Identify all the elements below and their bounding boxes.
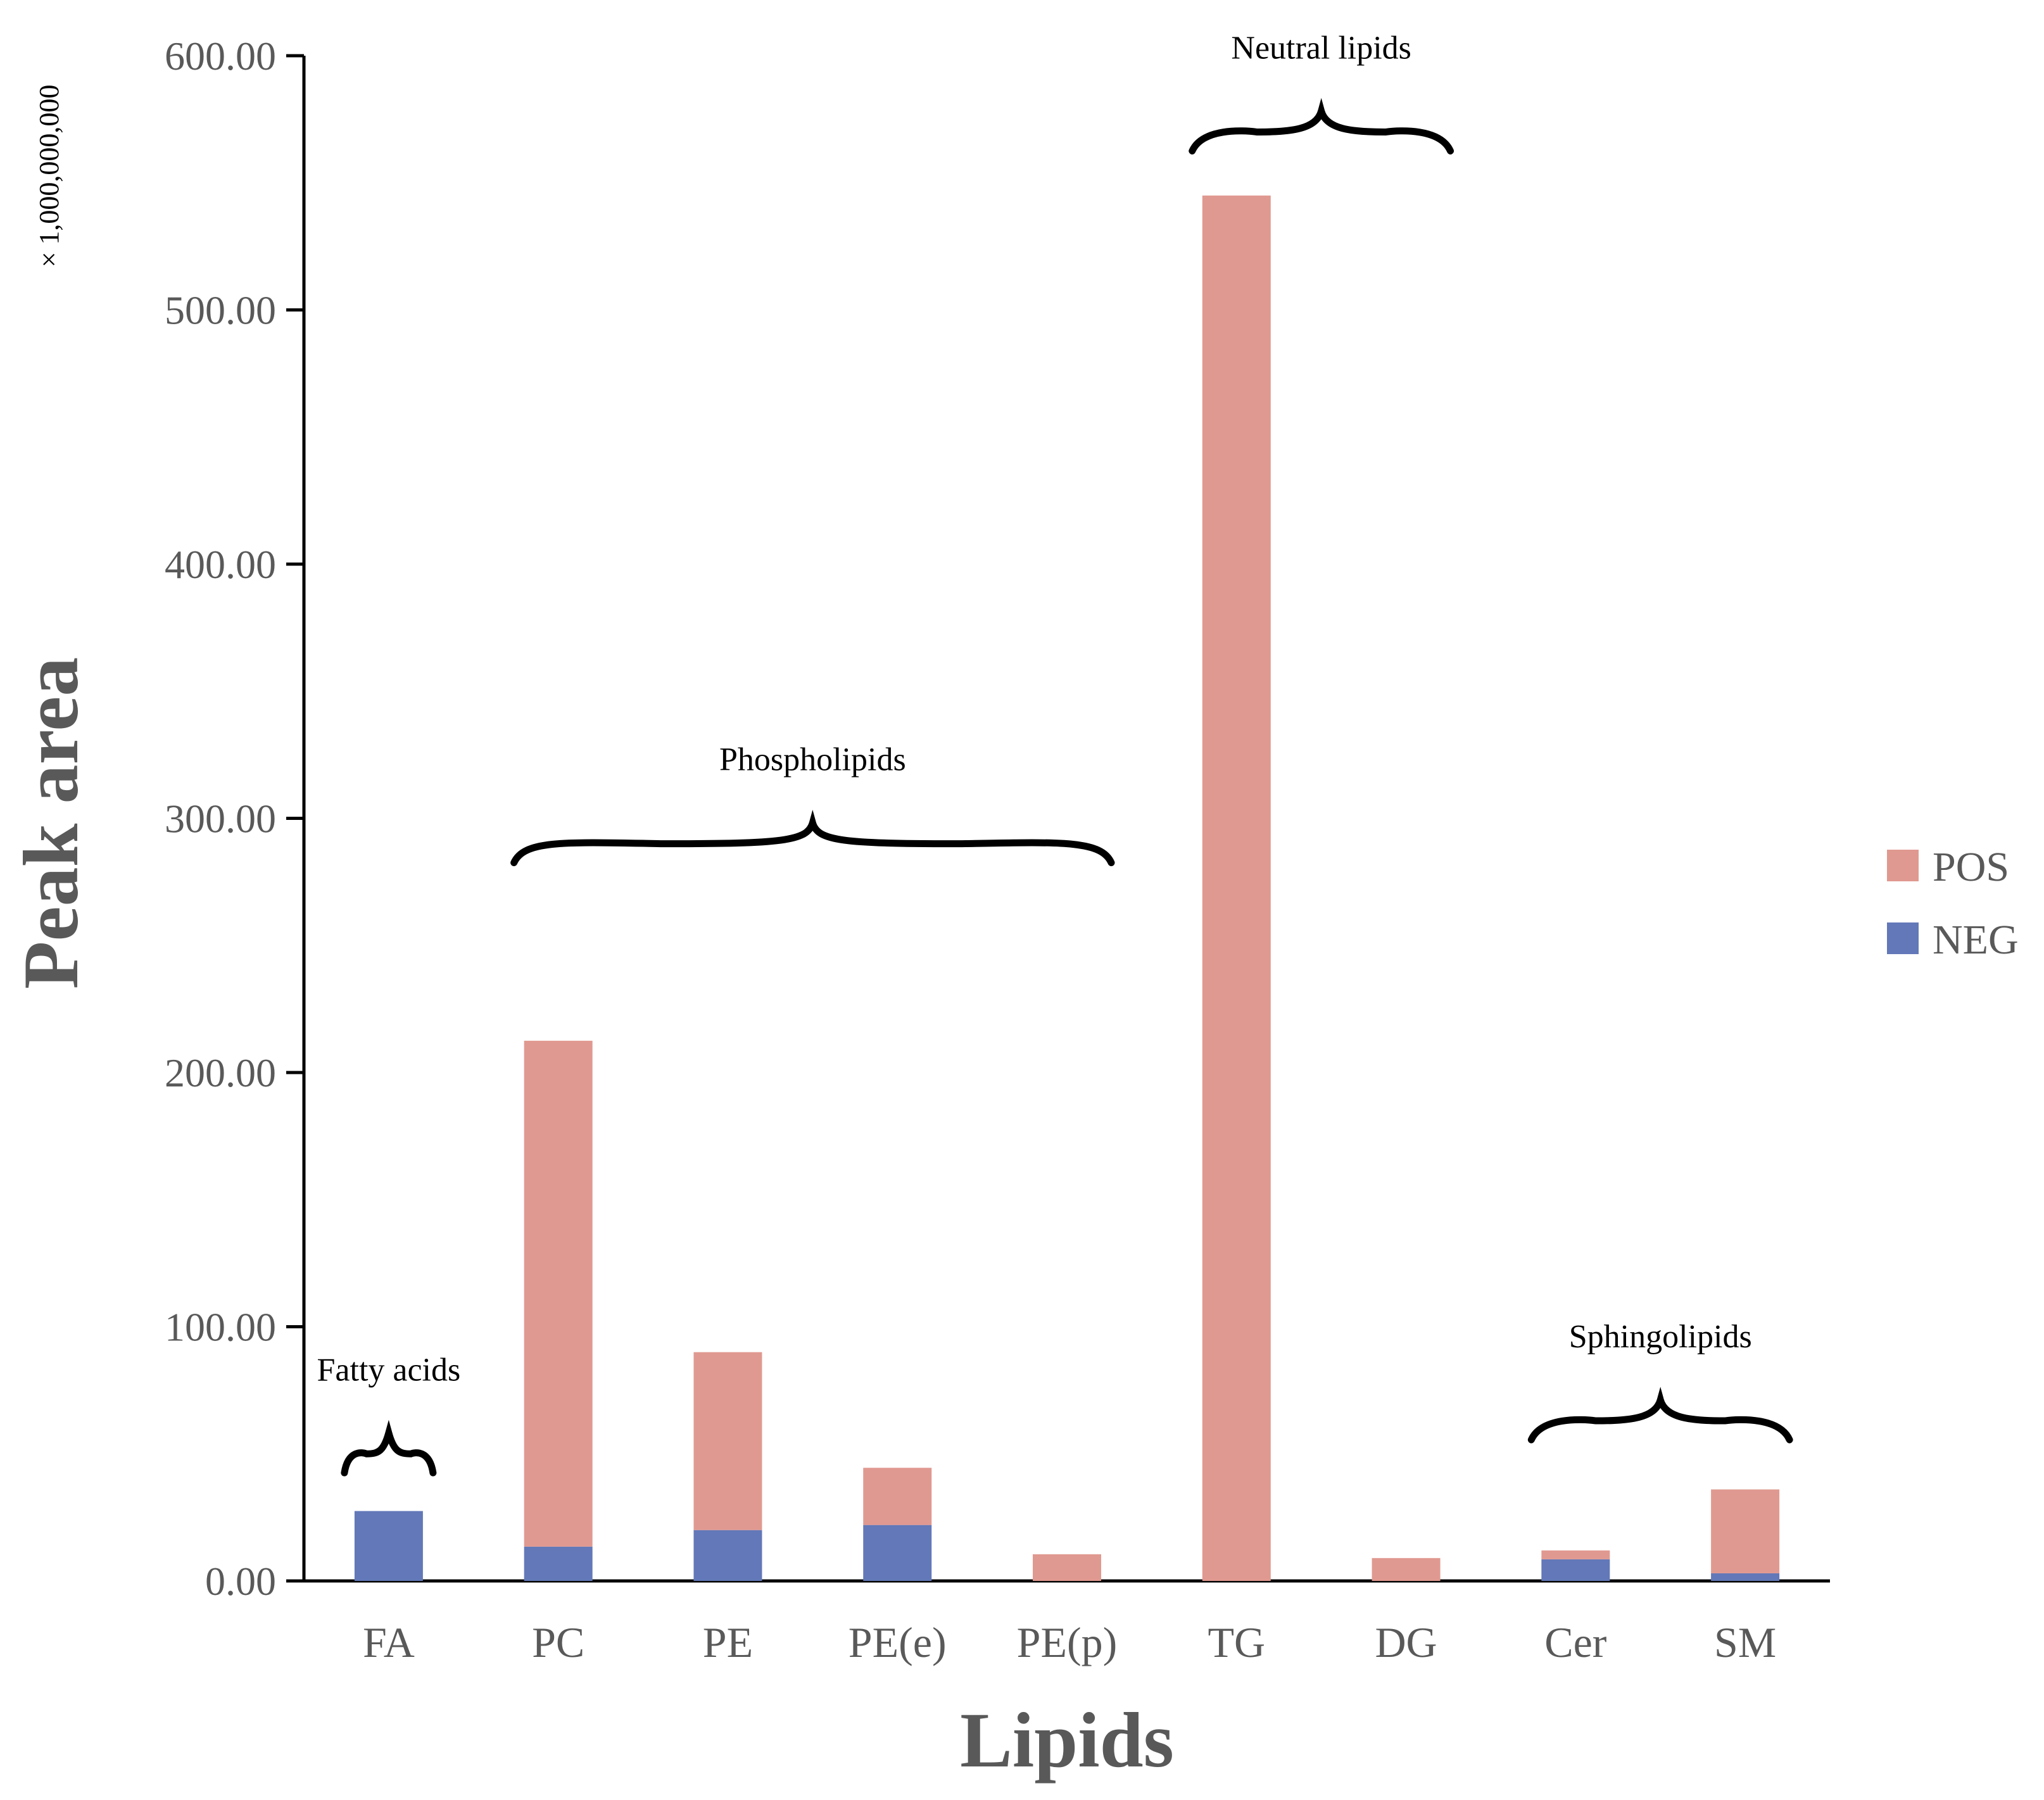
- x-tick-label: PE(e): [849, 1618, 947, 1666]
- curly-brace: [341, 1419, 437, 1476]
- bar-pos: [1033, 1554, 1101, 1581]
- x-tick-label: PC: [532, 1618, 584, 1666]
- x-tick-label: DG: [1375, 1618, 1437, 1666]
- y-tick-label: 300.00: [165, 796, 276, 841]
- bar-pos: [1541, 1550, 1610, 1559]
- y-axis-title: Peak area: [8, 657, 94, 990]
- legend-label-pos: POS: [1933, 844, 2009, 890]
- x-axis-title: Lipids: [960, 1697, 1174, 1784]
- y-tick-label: 600.00: [165, 34, 276, 79]
- x-tick-label: TG: [1208, 1618, 1265, 1666]
- group-label: Neutral lipids: [1231, 30, 1411, 66]
- group-label: Sphingolipids: [1569, 1319, 1752, 1355]
- bar-pos: [524, 1040, 593, 1547]
- bar-neg: [1711, 1573, 1780, 1581]
- legend-swatch-pos: [1887, 850, 1919, 881]
- x-tick-label: SM: [1714, 1618, 1776, 1666]
- curly-brace: [1527, 1387, 1793, 1444]
- bar-neg: [693, 1530, 762, 1581]
- legend-swatch-neg: [1887, 922, 1919, 954]
- y-tick-label: 400.00: [165, 542, 276, 587]
- bar-pos: [693, 1352, 762, 1530]
- labels-group: FA PC PE PE(e) PE(p) TG DG Cer SM Lipids Peak area…: [8, 85, 1776, 1784]
- bar-neg: [1541, 1559, 1610, 1581]
- bar-neg: [863, 1525, 932, 1581]
- bars-group: [354, 195, 1780, 1582]
- y-tick-label: 500.00: [165, 288, 276, 333]
- bar-neg: [354, 1511, 423, 1581]
- bar-pos: [1202, 195, 1271, 1582]
- x-tick-label: PE(p): [1017, 1618, 1118, 1666]
- curly-brace: [1189, 98, 1454, 154]
- bar-pos: [863, 1468, 932, 1525]
- x-tick-label: Cer: [1544, 1618, 1607, 1666]
- legend: POS NEG: [1887, 844, 2019, 963]
- x-tick-label: FA: [363, 1618, 415, 1666]
- y-scale-note: × 1,000,000,000: [34, 85, 65, 268]
- axes-group: 0.00 100.00 200.00 300.00 400.00 500.00 600.00: [165, 34, 1830, 1604]
- annotation-braces-group: Fatty acids Phospholipids Neutral lipids Sp…: [317, 30, 1793, 1476]
- curly-brace: [510, 810, 1115, 867]
- group-label: Fatty acids: [317, 1352, 461, 1388]
- y-tick-label: 0.00: [205, 1559, 276, 1604]
- bar-neg: [524, 1546, 593, 1581]
- bar-pos: [1372, 1558, 1441, 1581]
- y-tick-label: 200.00: [165, 1050, 276, 1095]
- group-label: Phospholipids: [719, 742, 906, 778]
- legend-label-neg: NEG: [1933, 917, 2019, 963]
- bar-pos: [1711, 1489, 1780, 1573]
- y-tick-label: 100.00: [165, 1305, 276, 1350]
- x-tick-label: PE: [703, 1618, 753, 1666]
